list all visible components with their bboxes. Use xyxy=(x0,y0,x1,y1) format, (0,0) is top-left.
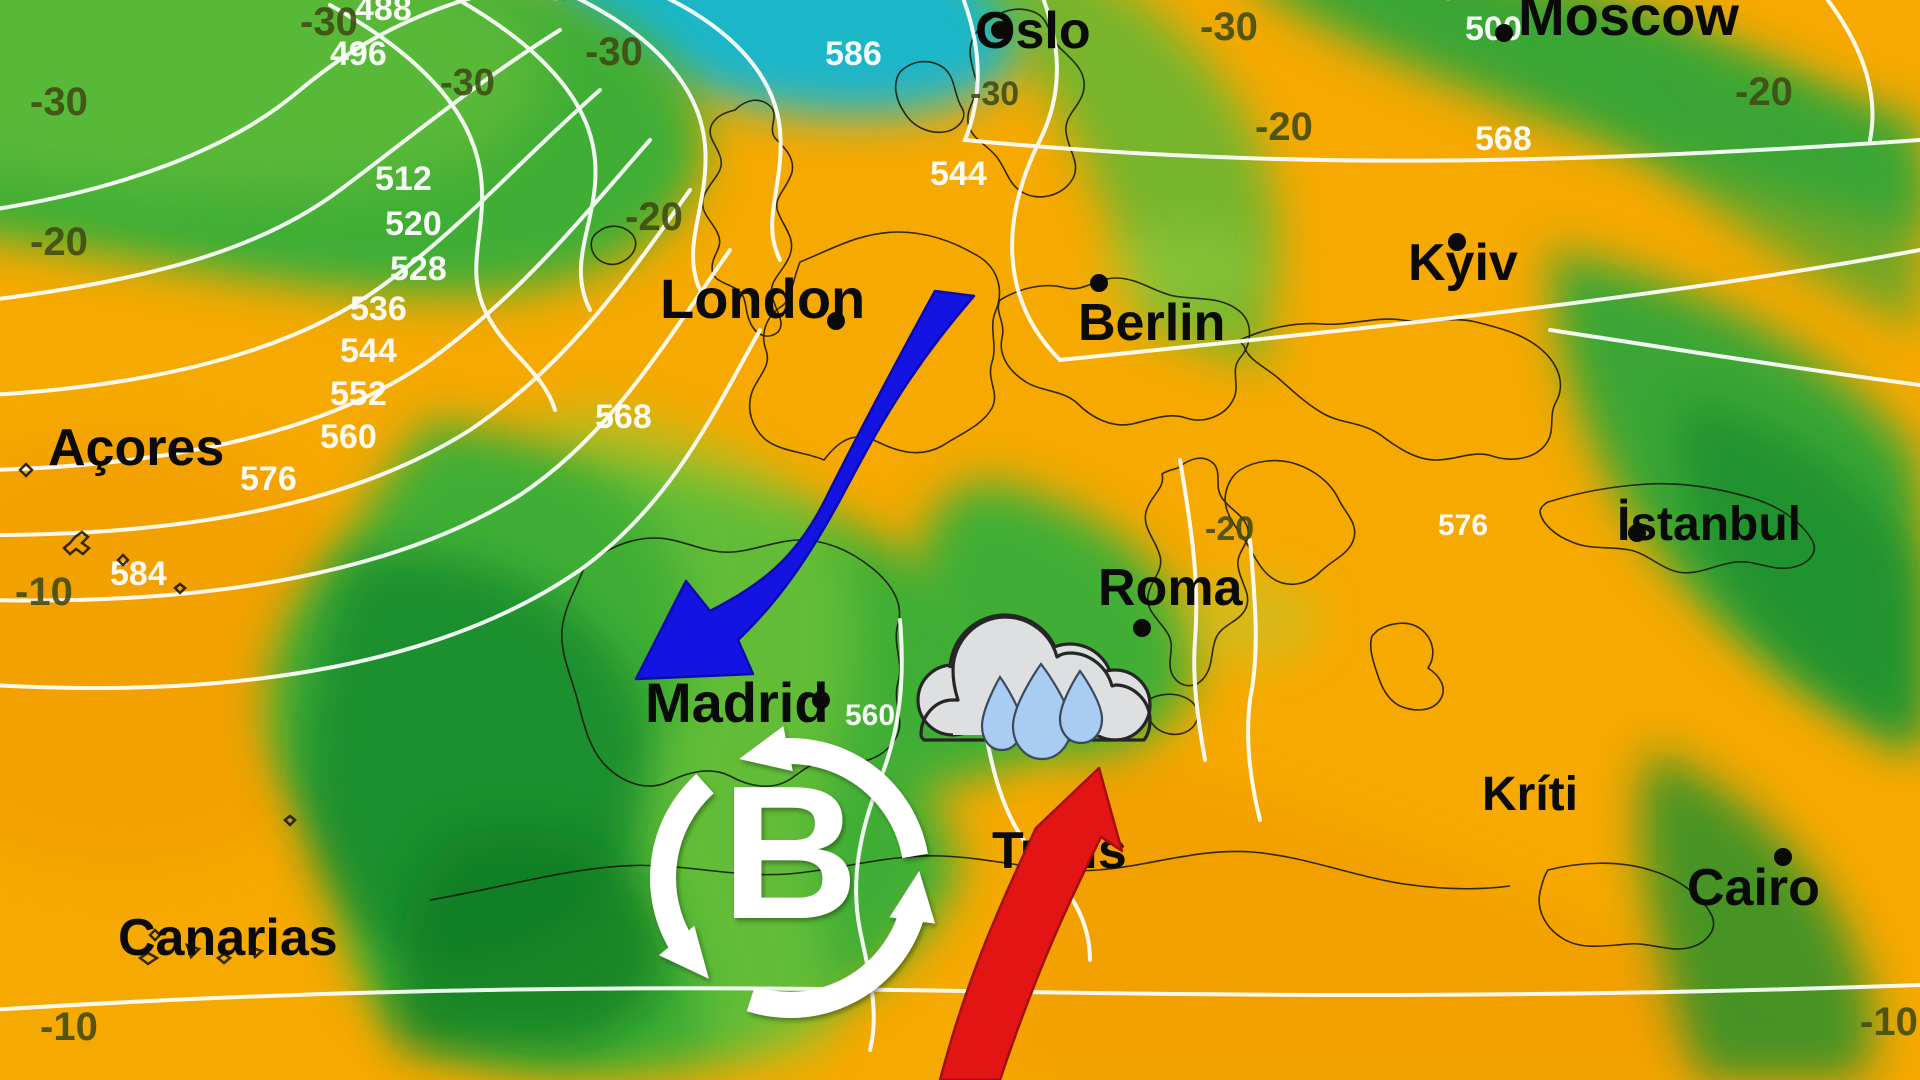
svg-text:-10: -10 xyxy=(15,570,73,614)
svg-text:-20: -20 xyxy=(1735,70,1793,114)
svg-text:544: 544 xyxy=(340,332,397,370)
svg-text:B: B xyxy=(721,747,858,959)
svg-text:-10: -10 xyxy=(1860,1000,1918,1044)
svg-text:İstanbul: İstanbul xyxy=(1617,498,1801,551)
svg-text:-30: -30 xyxy=(970,75,1019,113)
svg-text:576: 576 xyxy=(1438,509,1488,542)
svg-text:560: 560 xyxy=(845,699,895,732)
svg-text:-10: -10 xyxy=(40,1005,98,1049)
svg-text:Berlin: Berlin xyxy=(1078,294,1225,352)
svg-text:-20: -20 xyxy=(30,220,88,264)
svg-text:488: 488 xyxy=(355,0,412,28)
svg-text:Moscow: Moscow xyxy=(1518,0,1739,47)
svg-text:Kríti: Kríti xyxy=(1482,768,1578,821)
svg-text:-20: -20 xyxy=(1205,510,1254,548)
svg-text:586: 586 xyxy=(825,35,882,73)
svg-text:536: 536 xyxy=(350,290,407,328)
svg-text:Kyiv: Kyiv xyxy=(1408,234,1518,292)
svg-text:Açores: Açores xyxy=(48,419,224,477)
svg-text:568: 568 xyxy=(595,398,652,436)
svg-text:Roma: Roma xyxy=(1098,559,1244,617)
svg-text:Cairo: Cairo xyxy=(1687,859,1820,917)
svg-text:-30: -30 xyxy=(585,30,643,74)
svg-text:-20: -20 xyxy=(625,195,683,239)
svg-text:528: 528 xyxy=(390,250,447,288)
svg-text:496: 496 xyxy=(330,35,387,73)
svg-text:-30: -30 xyxy=(440,62,495,104)
svg-text:-30: -30 xyxy=(30,80,88,124)
svg-text:552: 552 xyxy=(330,375,387,413)
svg-text:520: 520 xyxy=(385,205,442,243)
svg-text:512: 512 xyxy=(375,160,432,198)
svg-text:Madrid: Madrid xyxy=(645,671,829,734)
svg-text:Oslo: Oslo xyxy=(975,2,1091,60)
svg-text:500: 500 xyxy=(1465,10,1522,48)
svg-text:-20: -20 xyxy=(1255,105,1313,149)
svg-text:London: London xyxy=(660,267,865,330)
svg-text:560: 560 xyxy=(320,418,377,456)
svg-text:568: 568 xyxy=(1475,120,1532,158)
svg-text:576: 576 xyxy=(240,460,297,498)
svg-text:-30: -30 xyxy=(1200,5,1258,49)
svg-text:544: 544 xyxy=(930,155,987,193)
